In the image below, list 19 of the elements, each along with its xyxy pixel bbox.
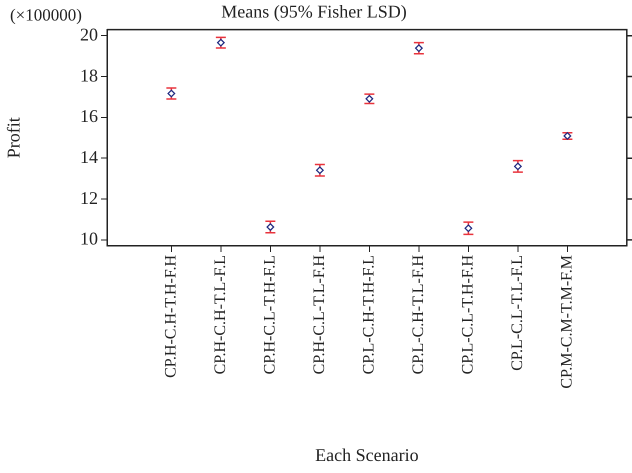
x-tick-label: CP.M-C.M-T.M-F.M [558, 255, 576, 389]
y-axis-title: Profit [4, 117, 24, 158]
x-axis-title: Each Scenario [315, 444, 419, 465]
y-tick-label: 18 [80, 65, 98, 86]
y-tick-label: 16 [80, 106, 98, 126]
y-tick-label: 20 [80, 24, 98, 44]
text: (×100000) [10, 5, 82, 24]
y-tick-label: 12 [80, 188, 98, 208]
chart-title: Means (95% Fisher LSD) [221, 2, 407, 22]
y-tick-label: 10 [80, 228, 98, 249]
x-tick-label: CP.H-C.L-T.H-F.L [262, 255, 279, 374]
y-tick-label: 14 [80, 146, 98, 167]
x-tick-label: CP.L-C.H-T.H-F.L [360, 255, 378, 374]
x-tick-label: CP.H-C.H-T.L-F.L [212, 255, 230, 374]
x-tick-label: CP.L-C.L-T.H-F.H [460, 254, 477, 374]
x-tick-label: CP.L-C.L-T.L-F.L [509, 255, 526, 371]
x-tick-label: CP.H-C.L-T.L-F.H [311, 254, 328, 374]
x-tick-label: CP.H-C.H-T.H-F.H [162, 254, 180, 378]
x-tick-label: CP.L-C.H-T.L-F.H [410, 254, 428, 374]
